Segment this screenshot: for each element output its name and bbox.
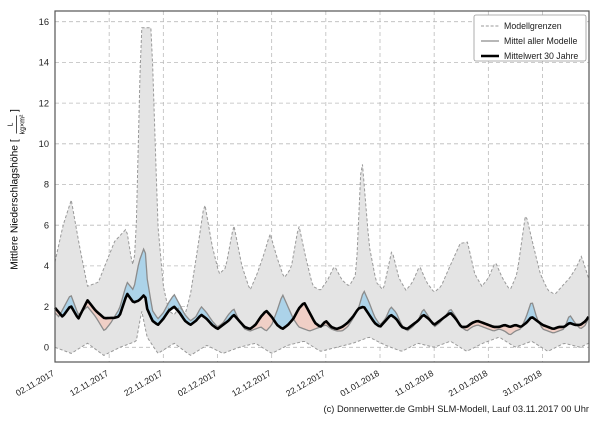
svg-text:12: 12 xyxy=(39,98,49,108)
svg-text:kg×m²: kg×m² xyxy=(20,114,27,134)
svg-text:Modellgrenzen: Modellgrenzen xyxy=(504,21,562,31)
svg-text:0: 0 xyxy=(44,343,49,353)
svg-text:4: 4 xyxy=(44,261,49,271)
svg-text:L: L xyxy=(8,122,15,126)
svg-text:Mittlere Niederschlagshöhe [: Mittlere Niederschlagshöhe [ xyxy=(10,139,21,270)
svg-text:16: 16 xyxy=(39,17,49,27)
svg-text:Mittel aller Modelle: Mittel aller Modelle xyxy=(504,36,577,46)
svg-text:10: 10 xyxy=(39,139,49,149)
svg-text:8: 8 xyxy=(44,180,49,190)
svg-text:]: ] xyxy=(10,109,21,112)
svg-text:(c) Donnerwetter.de GmbH SLM-M: (c) Donnerwetter.de GmbH SLM-Modell, Lau… xyxy=(324,404,589,414)
svg-text:2: 2 xyxy=(44,302,49,312)
svg-text:6: 6 xyxy=(44,220,49,230)
svg-text:Mittelwert 30 Jahre: Mittelwert 30 Jahre xyxy=(504,51,578,61)
svg-text:14: 14 xyxy=(39,58,49,68)
